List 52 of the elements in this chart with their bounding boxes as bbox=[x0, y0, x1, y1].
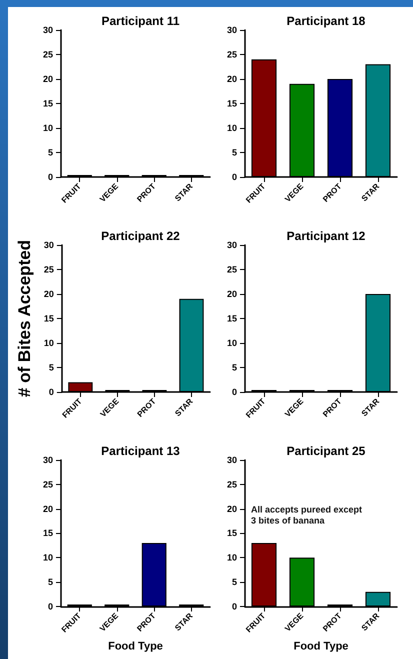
y-tick-label: 0 bbox=[232, 172, 237, 182]
chart-title: Participant 25 bbox=[286, 444, 366, 458]
y-tick-label: 15 bbox=[226, 314, 237, 324]
y-tick-label: 25 bbox=[42, 479, 53, 490]
y-tick-label: 30 bbox=[226, 240, 237, 250]
y-tick-label: 20 bbox=[42, 504, 53, 514]
y-tick-label: 15 bbox=[42, 528, 53, 538]
chart-title: Participant 22 bbox=[101, 229, 180, 243]
y-tick-label: 10 bbox=[42, 552, 53, 563]
y-tick-label: 15 bbox=[226, 528, 237, 538]
y-tick-label: 0 bbox=[232, 601, 237, 612]
x-axis-title: Food Type bbox=[294, 640, 348, 652]
chart-title: Participant 12 bbox=[286, 229, 366, 243]
y-tick-label: 10 bbox=[42, 123, 53, 133]
y-tick-label: 5 bbox=[48, 577, 53, 588]
y-tick-label: 0 bbox=[232, 387, 237, 397]
chart-title: Participant 13 bbox=[101, 444, 180, 458]
y-tick-label: 15 bbox=[226, 98, 237, 108]
y-tick-label: 10 bbox=[44, 338, 54, 348]
y-tick-label: 15 bbox=[44, 314, 54, 324]
y-tick-label: 5 bbox=[232, 577, 237, 588]
y-tick-label: 10 bbox=[226, 123, 237, 133]
y-tick-label: 0 bbox=[48, 387, 54, 397]
annotation: All accepts pureed except 3 bites of banana bbox=[251, 504, 362, 526]
y-tick-label: 10 bbox=[226, 338, 237, 348]
y-tick-label: 30 bbox=[44, 240, 54, 250]
y-tick-label: 20 bbox=[42, 74, 53, 84]
y-tick-label: 15 bbox=[42, 98, 53, 108]
y-tick-label: 20 bbox=[226, 504, 237, 514]
y-tick-label: 5 bbox=[232, 362, 237, 372]
y-tick-label: 20 bbox=[226, 74, 237, 84]
y-tick-label: 25 bbox=[226, 50, 237, 60]
y-tick-label: 5 bbox=[48, 362, 54, 372]
y-tick-label: 20 bbox=[226, 289, 237, 299]
y-tick-label: 30 bbox=[226, 25, 237, 35]
y-tick-label: 25 bbox=[226, 264, 237, 274]
y-tick-label: 30 bbox=[42, 455, 53, 465]
y-tick-label: 20 bbox=[44, 289, 54, 299]
y-tick-label: 5 bbox=[48, 148, 53, 158]
y-tick-label: 30 bbox=[226, 455, 237, 465]
x-axis-title: Food Type bbox=[108, 640, 163, 652]
y-tick-label: 0 bbox=[48, 172, 53, 182]
y-tick-label: 5 bbox=[232, 148, 237, 158]
y-axis-title: # of Bites Accepted bbox=[15, 240, 34, 398]
chart-title: Participant 18 bbox=[286, 14, 366, 28]
y-tick-label: 25 bbox=[42, 50, 53, 60]
chart-title: Participant 11 bbox=[101, 14, 180, 28]
y-tick-label: 25 bbox=[226, 479, 237, 490]
y-tick-label: 0 bbox=[48, 601, 53, 612]
y-tick-label: 10 bbox=[226, 552, 237, 563]
y-tick-label: 25 bbox=[44, 264, 54, 274]
y-tick-label: 30 bbox=[42, 25, 53, 35]
